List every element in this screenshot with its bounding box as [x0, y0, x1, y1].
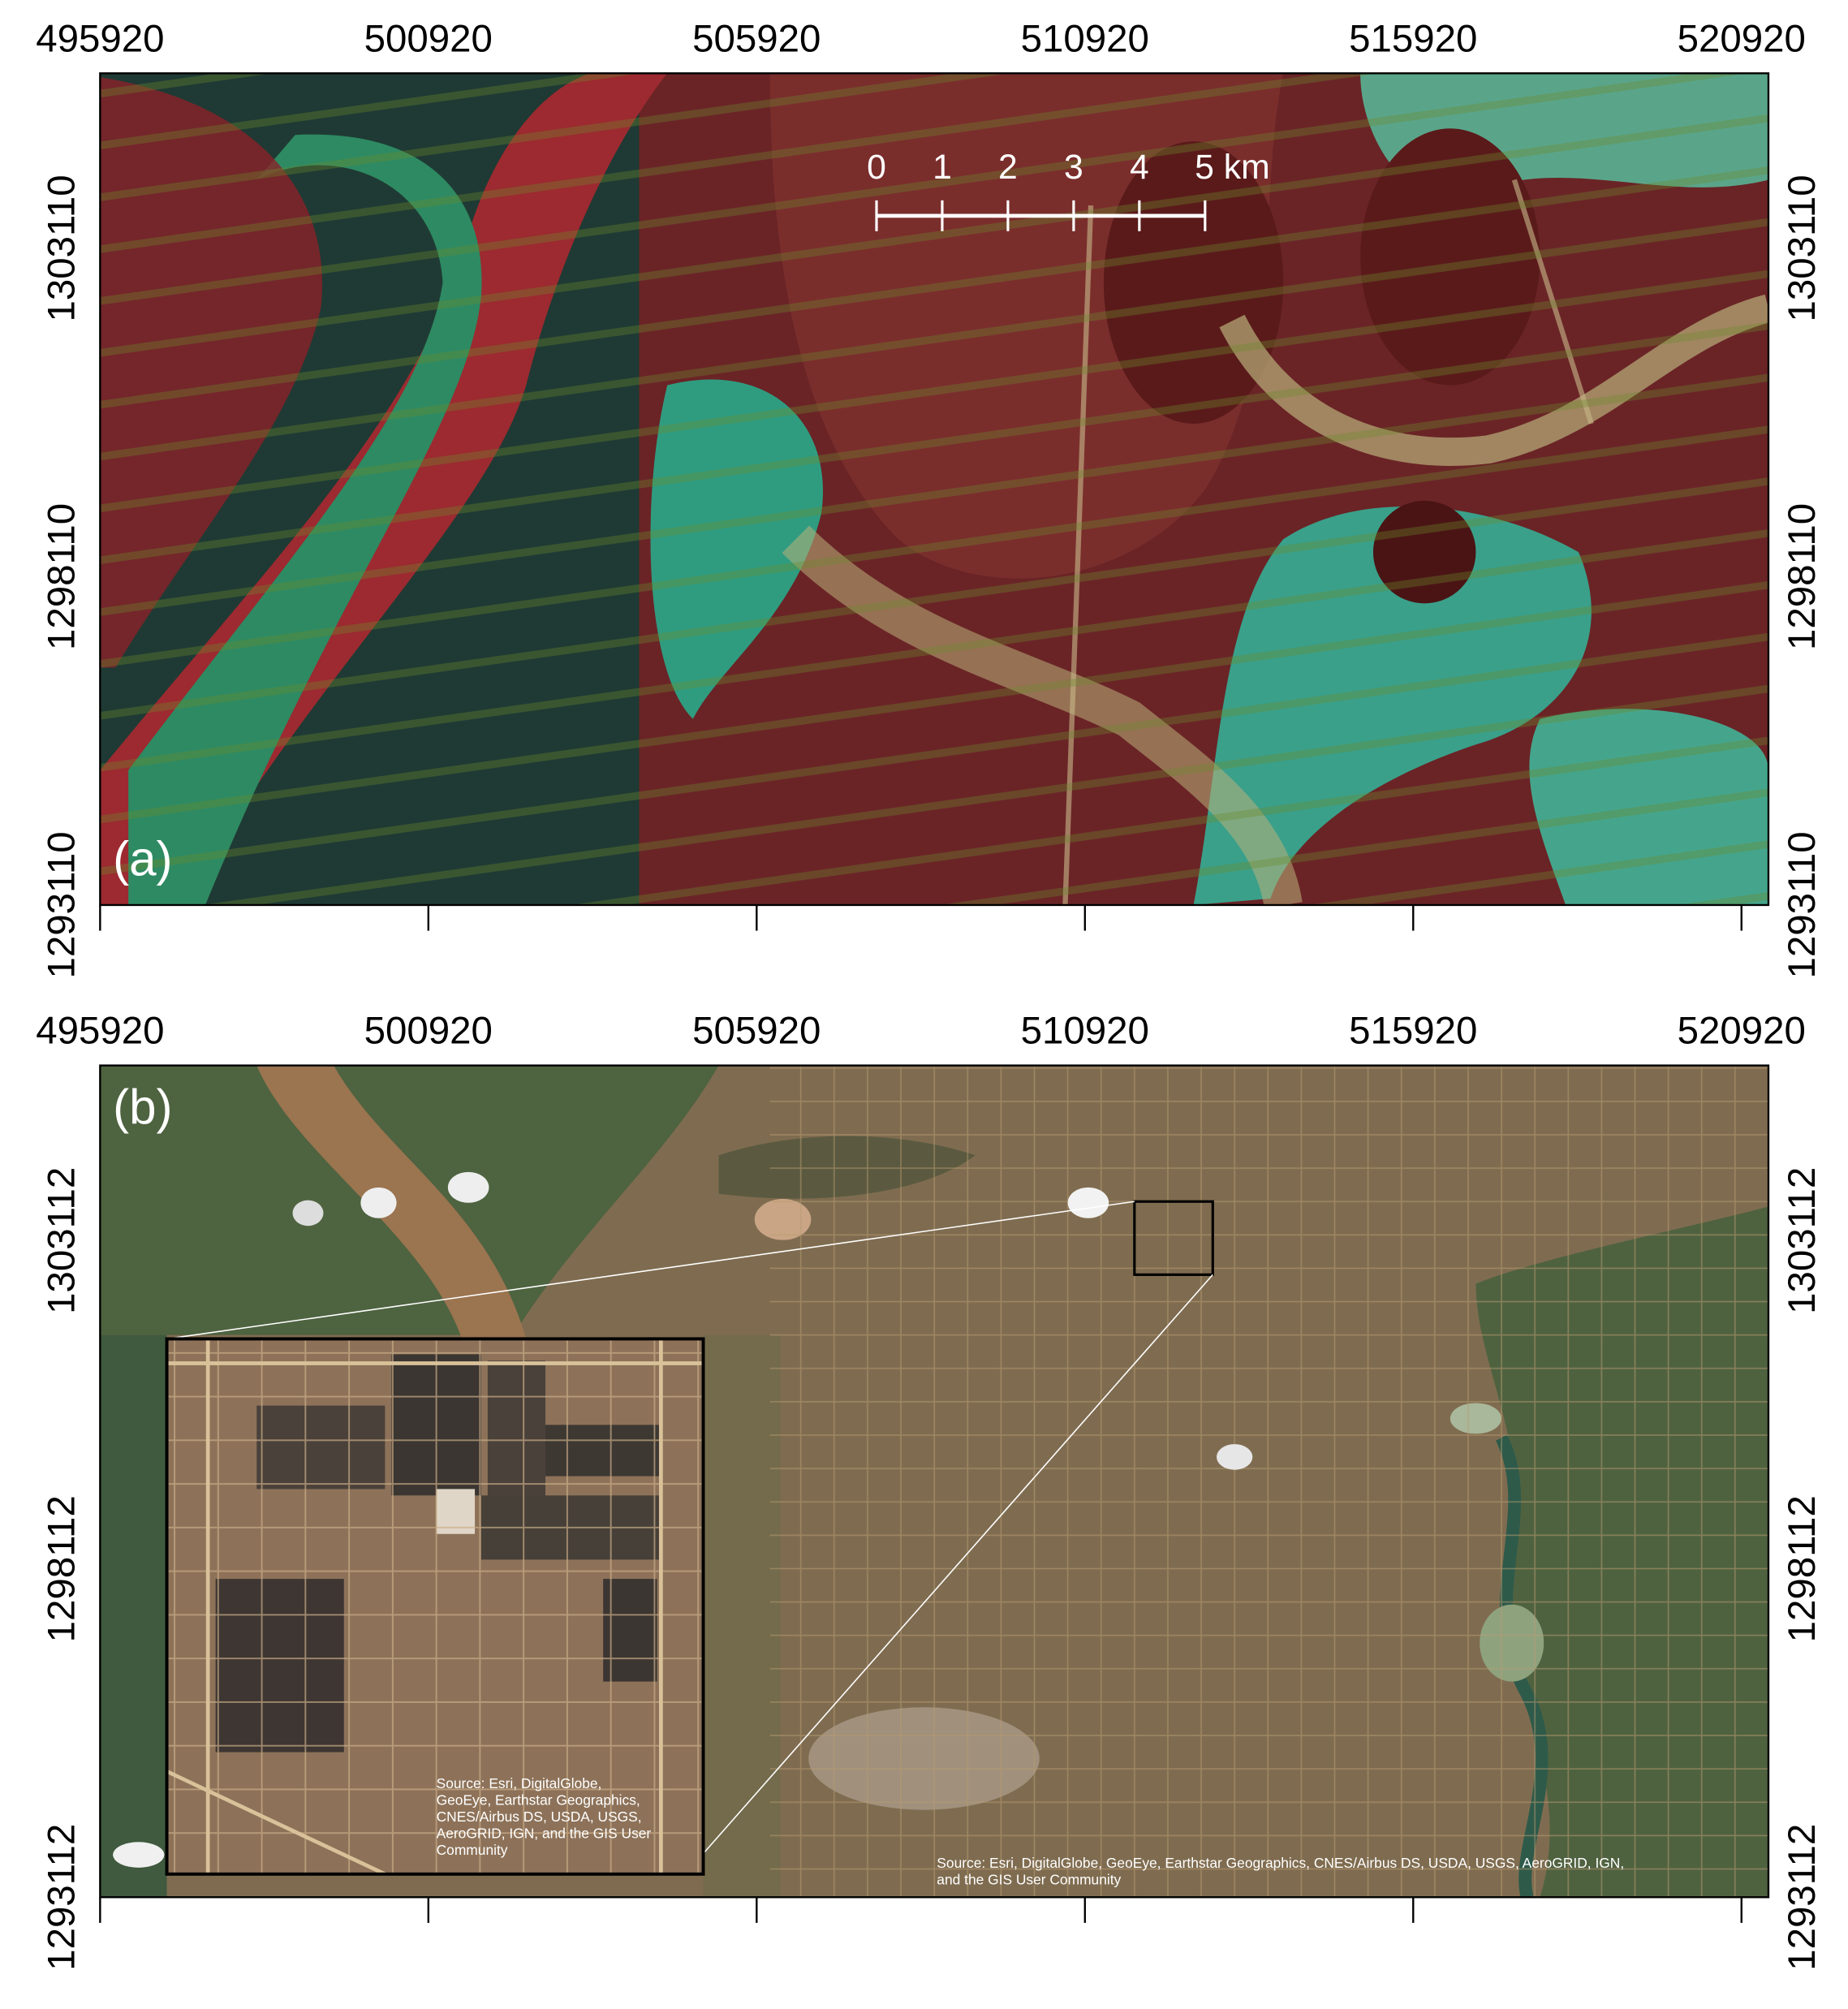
inset-source: AeroGRID, IGN, and the GIS User — [437, 1826, 652, 1842]
zoom-line — [702, 1274, 1213, 1855]
x-tick-label: 510920 — [1021, 1010, 1149, 1053]
y-tick-label: 1298112 — [41, 1495, 84, 1642]
y-tick-label: 1298110 — [1781, 503, 1824, 650]
inset-source: CNES/Airbus DS, USDA, USGS, — [437, 1809, 642, 1825]
scale-label: 5 km — [1195, 148, 1270, 187]
scale-bar: 0 1 2 3 4 5 km — [867, 148, 1270, 231]
x-tick-label: 520920 — [1678, 1010, 1806, 1053]
panel-label: (a) — [113, 832, 172, 886]
y-tick-label: 1293110 — [41, 831, 84, 978]
x-tick-label: 495920 — [36, 17, 164, 60]
x-tick-label: 520920 — [1678, 17, 1806, 60]
x-tick-label: 515920 — [1349, 1010, 1477, 1053]
y-tick-label: 1303110 — [1781, 175, 1824, 321]
x-tick-label: 500920 — [364, 17, 493, 60]
y-tick-label: 1293112 — [41, 1824, 84, 1971]
frame-b — [99, 1064, 1770, 1899]
scale-label: 0 — [867, 148, 886, 187]
y-tick-label: 1293110 — [1781, 831, 1824, 978]
image-a — [100, 73, 1768, 905]
x-tick-label: 505920 — [692, 1010, 821, 1053]
inset-frame — [165, 1337, 705, 1876]
inset-source: Community — [437, 1842, 508, 1858]
y-tick-label: 1303112 — [41, 1167, 84, 1314]
y-tick-label: 1298110 — [41, 503, 84, 650]
scale-label: 1 — [933, 148, 952, 187]
x-tick-label: 500920 — [364, 1010, 493, 1053]
y-tick-label: 1303112 — [1781, 1167, 1824, 1314]
zoom-box — [1133, 1200, 1214, 1276]
inset-image — [166, 1339, 704, 1874]
source: and the GIS User Community — [937, 1871, 1121, 1887]
y-tick-label: 1303110 — [41, 175, 84, 321]
x-tick-label: 510920 — [1021, 17, 1149, 60]
zoom-line — [166, 1201, 1135, 1340]
x-tick-label: 505920 — [692, 17, 821, 60]
y-tick-label: 1298112 — [1781, 1495, 1824, 1642]
scale-label: 3 — [1064, 148, 1083, 187]
x-tick-label: 495920 — [36, 1010, 164, 1053]
inset-source: GeoEye, Earthstar Geographics, — [437, 1791, 640, 1808]
source: Source: Esri, DigitalGlobe, GeoEye, Eart… — [937, 1855, 1624, 1871]
frame-a — [99, 72, 1770, 907]
y-tick-label: 1293112 — [1781, 1824, 1824, 1971]
panel-label: (b) — [113, 1080, 172, 1134]
scale-label: 2 — [998, 148, 1018, 187]
x-tick-label: 515920 — [1349, 17, 1477, 60]
inset-source: Source: Esri, DigitalGlobe, — [437, 1775, 602, 1791]
scale-label: 4 — [1130, 148, 1149, 187]
